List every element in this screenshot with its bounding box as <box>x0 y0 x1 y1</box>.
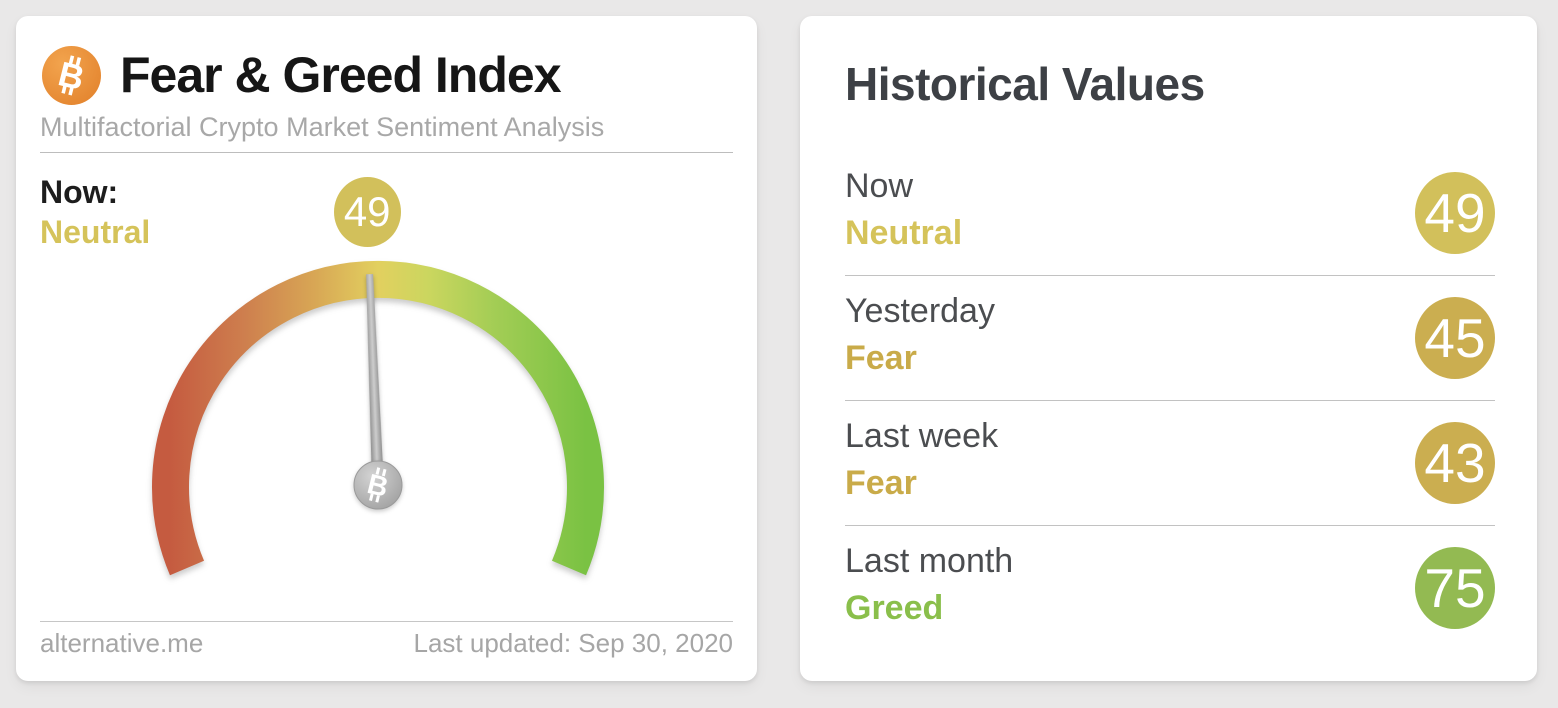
row-value-badge: 75 <box>1415 547 1495 629</box>
row-label: Now <box>845 167 914 205</box>
header-divider <box>40 152 733 153</box>
row-label: Yesterday <box>845 292 995 330</box>
row-label: Last week <box>845 417 999 455</box>
gauge-value-badge: 49 <box>333 177 401 248</box>
row-sentiment: Greed <box>845 589 944 627</box>
now-label: Now: <box>40 174 119 210</box>
footer-divider <box>40 621 733 622</box>
bitcoin-icon: B <box>42 46 101 105</box>
historical-row-last-week: Last week Fear 43 <box>845 401 1495 525</box>
row-value-badge: 45 <box>1415 297 1495 379</box>
row-sentiment: Neutral <box>845 214 963 252</box>
historical-values-card: Historical Values Now Neutral 49 Yesterd… <box>800 16 1537 681</box>
row-divider <box>845 525 1495 526</box>
gauge-arc <box>152 260 604 576</box>
historical-rows: Now Neutral 49 Yesterday Fear 45 Last we… <box>845 151 1495 650</box>
row-value-badge: 43 <box>1415 422 1495 504</box>
row-value-badge: 49 <box>1415 172 1495 254</box>
gauge-needle <box>366 274 384 488</box>
row-sentiment: Fear <box>845 339 917 377</box>
row-divider <box>845 275 1495 276</box>
historical-row-last-month: Last month Greed 75 <box>845 526 1495 650</box>
fear-greed-gauge: B <box>152 260 604 576</box>
source-link[interactable]: alternative.me <box>40 628 204 658</box>
historical-row-now: Now Neutral 49 <box>845 151 1495 275</box>
card-title: Fear & Greed Index <box>120 47 561 103</box>
gauge-hub: B <box>353 460 403 510</box>
row-divider <box>845 400 1495 401</box>
row-label: Last month <box>845 542 1014 580</box>
gauge-needle-group <box>366 274 384 488</box>
now-sentiment: Neutral <box>40 214 151 250</box>
card-subtitle: Multifactorial Crypto Market Sentiment A… <box>40 112 605 142</box>
row-sentiment: Fear <box>845 464 917 502</box>
historical-row-yesterday: Yesterday Fear 45 <box>845 276 1495 400</box>
fear-greed-card: B Fear & Greed Index Multifactorial Cryp… <box>16 16 757 681</box>
last-updated-text: Last updated: Sep 30, 2020 <box>413 628 734 658</box>
historical-title: Historical Values <box>845 58 1205 110</box>
